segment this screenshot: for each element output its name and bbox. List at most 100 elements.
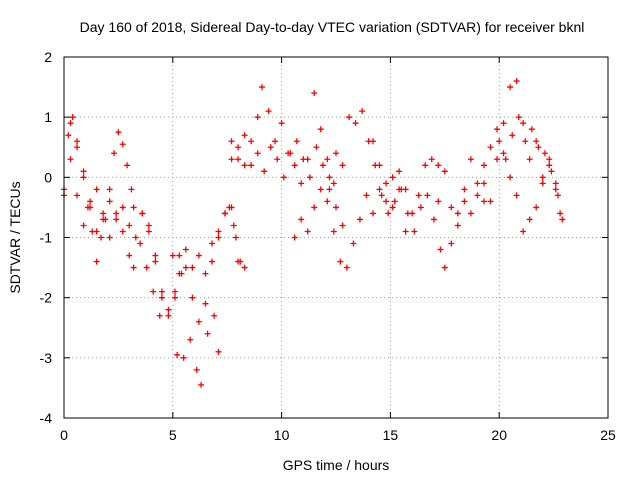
data-point <box>391 198 398 205</box>
data-point <box>241 132 248 139</box>
data-point <box>215 348 222 355</box>
y-axis-label: SDTVAR / TECUs <box>7 181 23 293</box>
data-point <box>174 351 181 358</box>
data-point <box>385 210 392 217</box>
satellite-track-4 <box>139 204 242 325</box>
data-point <box>87 204 94 211</box>
data-point <box>222 210 229 217</box>
data-point <box>319 162 326 169</box>
data-point <box>422 162 429 169</box>
data-point <box>515 114 522 121</box>
data-point <box>435 198 442 205</box>
y-tick-label: 0 <box>44 169 52 185</box>
data-point <box>435 162 442 169</box>
data-point <box>507 174 514 181</box>
data-point <box>195 318 202 325</box>
data-point <box>182 246 189 253</box>
satellite-track-12 <box>435 78 564 229</box>
data-point <box>304 228 311 235</box>
data-point <box>189 264 196 271</box>
data-point <box>356 216 363 223</box>
data-point <box>552 186 559 193</box>
data-point <box>74 138 81 145</box>
data-point <box>215 228 222 235</box>
y-tick-label: -4 <box>40 410 53 426</box>
data-point <box>311 204 318 211</box>
data-point <box>559 216 566 223</box>
x-tick-label: 20 <box>491 427 507 443</box>
data-point <box>232 234 239 241</box>
data-point <box>539 174 546 181</box>
data-point <box>187 336 194 343</box>
data-point <box>415 192 422 199</box>
data-point <box>533 138 540 145</box>
data-point <box>339 162 346 169</box>
data-point <box>554 192 561 199</box>
data-point <box>324 198 331 205</box>
data-point <box>298 180 305 187</box>
data-point <box>526 216 533 223</box>
data-point <box>291 162 298 169</box>
data-point <box>67 120 74 127</box>
data-point <box>526 156 533 163</box>
data-point <box>487 198 494 205</box>
data-point <box>202 270 209 277</box>
data-point <box>215 234 222 241</box>
data-point <box>441 168 448 175</box>
data-point <box>311 90 318 97</box>
data-point <box>448 240 455 247</box>
data-points <box>61 78 566 388</box>
data-point <box>546 156 553 163</box>
data-point <box>291 234 298 241</box>
data-point <box>461 198 468 205</box>
x-tick-label: 25 <box>600 427 616 443</box>
data-point <box>369 210 376 217</box>
data-point <box>541 150 548 157</box>
data-point <box>454 210 461 217</box>
data-point <box>228 204 235 211</box>
data-point <box>513 78 520 85</box>
data-point <box>193 366 200 373</box>
data-point <box>137 240 144 247</box>
data-point <box>158 288 165 295</box>
data-point <box>113 210 120 217</box>
data-point <box>396 186 403 193</box>
x-tick-label: 0 <box>60 427 68 443</box>
x-tick-label: 5 <box>169 427 177 443</box>
data-point <box>119 228 126 235</box>
data-point <box>67 156 74 163</box>
x-tick-label: 10 <box>274 427 290 443</box>
data-point <box>474 180 481 187</box>
data-point <box>330 228 337 235</box>
x-tick-label: 15 <box>383 427 399 443</box>
data-point <box>230 222 237 229</box>
data-point <box>548 168 555 175</box>
data-point <box>93 186 100 193</box>
grid <box>64 57 608 418</box>
data-point <box>535 144 542 151</box>
data-point <box>150 288 157 295</box>
data-point <box>228 156 235 163</box>
data-point <box>546 162 553 169</box>
data-point <box>132 234 139 241</box>
data-point <box>169 252 176 259</box>
data-point <box>80 168 87 175</box>
data-point <box>165 306 172 313</box>
data-point <box>145 222 152 229</box>
data-point <box>119 141 126 148</box>
data-point <box>87 198 94 205</box>
data-point <box>313 144 320 151</box>
data-point <box>152 258 159 265</box>
data-point <box>441 264 448 271</box>
data-point <box>487 144 494 151</box>
data-point <box>352 120 359 127</box>
data-point <box>496 138 503 145</box>
data-point <box>241 264 248 271</box>
data-point <box>520 228 527 235</box>
data-point <box>500 150 507 157</box>
data-point <box>208 240 215 247</box>
data-point <box>165 312 172 319</box>
data-point <box>261 168 268 175</box>
data-point <box>324 156 331 163</box>
axis-ticks: 0 5 10 15 20 25 -4 -3 -2 -1 0 1 2 <box>40 49 616 443</box>
